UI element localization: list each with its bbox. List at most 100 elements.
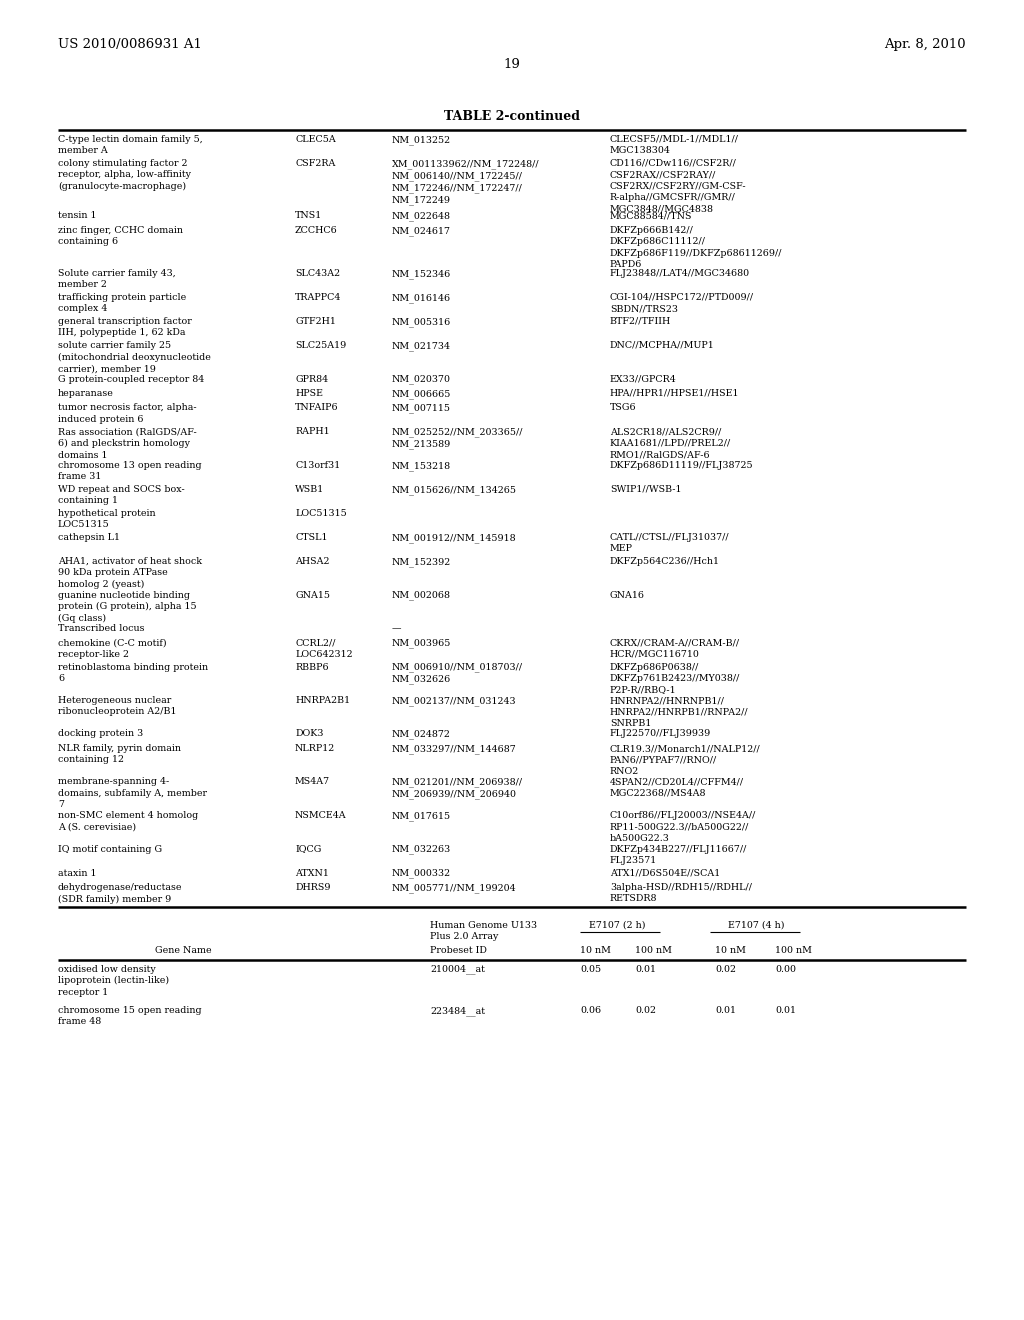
Text: Human Genome U133
Plus 2.0 Array: Human Genome U133 Plus 2.0 Array: [430, 921, 538, 941]
Text: Heterogeneous nuclear
ribonucleoprotein A2/B1: Heterogeneous nuclear ribonucleoprotein …: [58, 696, 176, 717]
Text: 0.01: 0.01: [715, 1006, 736, 1015]
Text: DNC//MCPHA//MUP1: DNC//MCPHA//MUP1: [610, 341, 715, 350]
Text: ZCCHC6: ZCCHC6: [295, 226, 338, 235]
Text: DKFZp686D11119//FLJ38725: DKFZp686D11119//FLJ38725: [610, 461, 754, 470]
Text: EX33//GPCR4: EX33//GPCR4: [610, 375, 677, 384]
Text: 100 nM: 100 nM: [635, 946, 672, 954]
Text: GNA15: GNA15: [295, 590, 330, 599]
Text: E7107 (4 h): E7107 (4 h): [728, 921, 784, 931]
Text: dehydrogenase/reductase
(SDR family) member 9: dehydrogenase/reductase (SDR family) mem…: [58, 883, 182, 904]
Text: 19: 19: [504, 58, 520, 71]
Text: IQCG: IQCG: [295, 845, 322, 854]
Text: NM_015626//NM_134265: NM_015626//NM_134265: [392, 484, 517, 495]
Text: 10 nM: 10 nM: [580, 946, 611, 954]
Text: CSF2RA: CSF2RA: [295, 158, 336, 168]
Text: E7107 (2 h): E7107 (2 h): [589, 921, 645, 931]
Text: 210004__at: 210004__at: [430, 965, 485, 974]
Text: heparanase: heparanase: [58, 389, 114, 399]
Text: ATXN1: ATXN1: [295, 869, 329, 878]
Text: DKFZp434B227//FLJ11667//
FLJ23571: DKFZp434B227//FLJ11667// FLJ23571: [610, 845, 748, 865]
Text: ataxin 1: ataxin 1: [58, 869, 96, 878]
Text: NM_152392: NM_152392: [392, 557, 452, 566]
Text: 0.06: 0.06: [580, 1006, 601, 1015]
Text: IQ motif containing G: IQ motif containing G: [58, 845, 162, 854]
Text: chemokine (C-C motif)
receptor-like 2: chemokine (C-C motif) receptor-like 2: [58, 639, 167, 659]
Text: zinc finger, CCHC domain
containing 6: zinc finger, CCHC domain containing 6: [58, 226, 183, 247]
Text: US 2010/0086931 A1: US 2010/0086931 A1: [58, 38, 202, 51]
Text: DOK3: DOK3: [295, 730, 324, 738]
Text: TNS1: TNS1: [295, 211, 323, 220]
Text: NM_153218: NM_153218: [392, 461, 452, 471]
Text: AHSA2: AHSA2: [295, 557, 330, 566]
Text: TRAPPC4: TRAPPC4: [295, 293, 341, 302]
Text: CATL//CTSL//FLJ31037//
MEP: CATL//CTSL//FLJ31037// MEP: [610, 533, 730, 553]
Text: Solute carrier family 43,
member 2: Solute carrier family 43, member 2: [58, 269, 176, 289]
Text: FLJ23848//LAT4//MGC34680: FLJ23848//LAT4//MGC34680: [610, 269, 751, 279]
Text: HNRPA2B1: HNRPA2B1: [295, 696, 350, 705]
Text: NM_024617: NM_024617: [392, 226, 451, 236]
Text: G protein-coupled receptor 84: G protein-coupled receptor 84: [58, 375, 204, 384]
Text: NM_033297//NM_144687: NM_033297//NM_144687: [392, 744, 517, 754]
Text: 4SPAN2//CD20L4//CFFM4//
MGC22368//MS4A8: 4SPAN2//CD20L4//CFFM4// MGC22368//MS4A8: [610, 777, 744, 799]
Text: 223484__at: 223484__at: [430, 1006, 485, 1015]
Text: NM_002068: NM_002068: [392, 590, 451, 601]
Text: tumor necrosis factor, alpha-
induced protein 6: tumor necrosis factor, alpha- induced pr…: [58, 404, 197, 424]
Text: Transcribed locus: Transcribed locus: [58, 624, 144, 634]
Text: NLR family, pyrin domain
containing 12: NLR family, pyrin domain containing 12: [58, 744, 181, 764]
Text: RAPH1: RAPH1: [295, 428, 330, 437]
Text: NM_021201//NM_206938//
NM_206939//NM_206940: NM_021201//NM_206938// NM_206939//NM_206…: [392, 777, 523, 800]
Text: 0.02: 0.02: [635, 1006, 656, 1015]
Text: GTF2H1: GTF2H1: [295, 317, 336, 326]
Text: HPA//HPR1//HPSE1//HSE1: HPA//HPR1//HPSE1//HSE1: [610, 389, 739, 399]
Text: ATX1//D6S504E//SCA1: ATX1//D6S504E//SCA1: [610, 869, 720, 878]
Text: cathepsin L1: cathepsin L1: [58, 533, 120, 543]
Text: oxidised low density
lipoprotein (lectin-like)
receptor 1: oxidised low density lipoprotein (lectin…: [58, 965, 169, 997]
Text: CKRX//CRAM-A//CRAM-B//
HCR//MGC116710: CKRX//CRAM-A//CRAM-B// HCR//MGC116710: [610, 639, 740, 659]
Text: TABLE 2-continued: TABLE 2-continued: [444, 110, 580, 123]
Text: 100 nM: 100 nM: [775, 946, 812, 954]
Text: DKFZp666B142//
DKFZp686C11112//
DKFZp686F119//DKFZp68611269//
PAPD6: DKFZp666B142// DKFZp686C11112// DKFZp686…: [610, 226, 782, 269]
Text: Gene Name: Gene Name: [155, 946, 212, 954]
Text: NM_006910//NM_018703//
NM_032626: NM_006910//NM_018703// NM_032626: [392, 663, 523, 684]
Text: CLR19.3//Monarch1//NALP12//
PAN6//PYPAF7//RNO//
RNO2: CLR19.3//Monarch1//NALP12// PAN6//PYPAF7…: [610, 744, 761, 776]
Text: DKFZp686P0638//
DKFZp761B2423//MY038//
P2P-R//RBQ-1: DKFZp686P0638// DKFZp761B2423//MY038// P…: [610, 663, 740, 694]
Text: WSB1: WSB1: [295, 484, 325, 494]
Text: CD116//CDw116//CSF2R//
CSF2RAX//CSF2RAY//
CSF2RX//CSF2RY//GM-CSF-
R-alpha//GMCSF: CD116//CDw116//CSF2R// CSF2RAX//CSF2RAY/…: [610, 158, 746, 214]
Text: NM_003965: NM_003965: [392, 639, 452, 648]
Text: 0.01: 0.01: [635, 965, 656, 974]
Text: ALS2CR18//ALS2CR9//
KIAA1681//LPD//PREL2//
RMO1//RalGDS/AF-6: ALS2CR18//ALS2CR9// KIAA1681//LPD//PREL2…: [610, 428, 731, 459]
Text: NM_025252//NM_203365//
NM_213589: NM_025252//NM_203365// NM_213589: [392, 428, 523, 449]
Text: NM_007115: NM_007115: [392, 404, 451, 413]
Text: RBBP6: RBBP6: [295, 663, 329, 672]
Text: chromosome 15 open reading
frame 48: chromosome 15 open reading frame 48: [58, 1006, 202, 1027]
Text: TSG6: TSG6: [610, 404, 637, 412]
Text: Apr. 8, 2010: Apr. 8, 2010: [885, 38, 966, 51]
Text: GPR84: GPR84: [295, 375, 328, 384]
Text: chromosome 13 open reading
frame 31: chromosome 13 open reading frame 31: [58, 461, 202, 482]
Text: SLC25A19: SLC25A19: [295, 341, 346, 350]
Text: HPSE: HPSE: [295, 389, 323, 399]
Text: 0.00: 0.00: [775, 965, 796, 974]
Text: 0.05: 0.05: [580, 965, 601, 974]
Text: AHA1, activator of heat shock
90 kDa protein ATPase
homolog 2 (yeast): AHA1, activator of heat shock 90 kDa pro…: [58, 557, 202, 589]
Text: retinoblastoma binding protein
6: retinoblastoma binding protein 6: [58, 663, 208, 682]
Text: LOC51315: LOC51315: [295, 510, 347, 517]
Text: NM_024872: NM_024872: [392, 730, 451, 739]
Text: CTSL1: CTSL1: [295, 533, 328, 543]
Text: NM_005771//NM_199204: NM_005771//NM_199204: [392, 883, 517, 892]
Text: solute carrier family 25
(mitochondrial deoxynucleotide
carrier), member 19: solute carrier family 25 (mitochondrial …: [58, 341, 211, 374]
Text: MS4A7: MS4A7: [295, 777, 330, 787]
Text: general transcription factor
IIH, polypeptide 1, 62 kDa: general transcription factor IIH, polype…: [58, 317, 191, 338]
Text: FLJ22570//FLJ39939: FLJ22570//FLJ39939: [610, 730, 712, 738]
Text: DKFZp564C236//Hch1: DKFZp564C236//Hch1: [610, 557, 720, 566]
Text: NM_152346: NM_152346: [392, 269, 452, 279]
Text: HNRNPA2//HNRNPB1//
HNRPA2//HNRPB1//RNPA2//
SNRPB1: HNRNPA2//HNRNPB1// HNRPA2//HNRPB1//RNPA2…: [610, 696, 749, 727]
Text: NM_032263: NM_032263: [392, 845, 452, 854]
Text: NM_001912//NM_145918: NM_001912//NM_145918: [392, 533, 517, 543]
Text: Probeset ID: Probeset ID: [430, 946, 486, 954]
Text: BTF2//TFIIH: BTF2//TFIIH: [610, 317, 672, 326]
Text: CLEC5A: CLEC5A: [295, 135, 336, 144]
Text: MGC88584//TNS: MGC88584//TNS: [610, 211, 692, 220]
Text: XM_001133962//NM_172248//
NM_006140//NM_172245//
NM_172246//NM_172247//
NM_17224: XM_001133962//NM_172248// NM_006140//NM_…: [392, 158, 540, 205]
Text: 10 nM: 10 nM: [715, 946, 745, 954]
